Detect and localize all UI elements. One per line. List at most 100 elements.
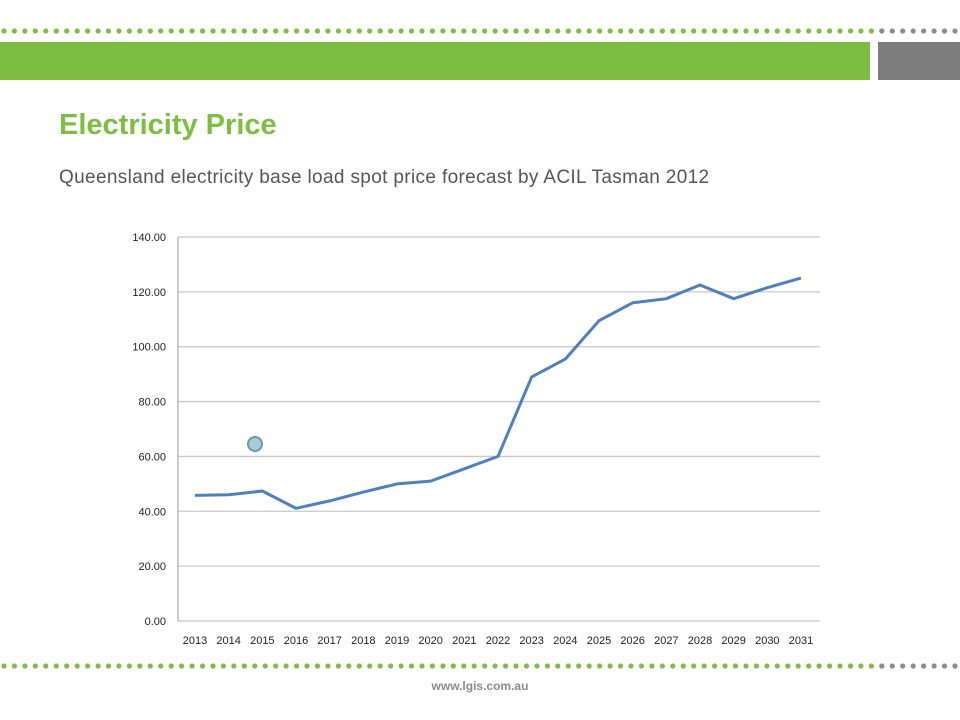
border-dot — [607, 28, 613, 34]
y-tick-label: 140.00 — [132, 232, 166, 244]
border-dot — [544, 28, 551, 34]
x-tick-label: 2025 — [587, 635, 611, 647]
border-dot — [523, 28, 530, 34]
x-tick-label: 2013 — [183, 635, 207, 647]
border-dot — [377, 28, 383, 34]
x-tick-label: 2015 — [250, 635, 274, 647]
border-dot — [419, 28, 425, 34]
border-dot — [294, 28, 300, 34]
border-dot — [482, 663, 488, 669]
x-tick-label: 2023 — [519, 635, 543, 647]
border-dot — [408, 663, 415, 669]
border-dot — [325, 28, 331, 34]
border-dot — [618, 663, 624, 669]
series-layer — [194, 276, 802, 510]
x-tick-label: 2014 — [216, 635, 240, 647]
border-dot — [137, 28, 143, 34]
border-dot — [597, 663, 603, 669]
border-dot — [492, 663, 498, 669]
border-dot — [294, 663, 300, 669]
bottom-dot-border — [1, 663, 958, 669]
border-dot — [503, 28, 509, 34]
border-dot — [576, 663, 582, 669]
border-dot — [105, 28, 112, 34]
border-dot — [116, 663, 122, 669]
border-dot — [273, 28, 279, 34]
border-dot — [252, 28, 258, 34]
y-tick-label: 120.00 — [132, 287, 166, 299]
border-dot — [388, 28, 394, 34]
border-dot — [440, 28, 446, 34]
border-dot — [43, 28, 49, 34]
border-dot — [356, 28, 362, 34]
border-dot — [283, 28, 289, 34]
border-dot — [314, 28, 321, 34]
border-dot — [367, 663, 373, 669]
border-dot — [43, 663, 49, 669]
border-dot — [607, 663, 613, 669]
x-tick-label: 2019 — [385, 635, 409, 647]
border-dot — [32, 663, 38, 669]
border-dot — [743, 28, 749, 34]
border-dot — [931, 28, 937, 34]
border-dot — [837, 28, 843, 34]
border-dot — [879, 663, 885, 669]
border-dot — [712, 28, 718, 34]
border-dot — [492, 28, 498, 34]
border-dot — [816, 28, 822, 34]
border-dot — [356, 663, 362, 669]
x-tick-labels: 2013 2014 2015 2016 2017 2018 2019 2020 2021 2022… — [183, 635, 813, 647]
x-tick-label: 2024 — [553, 635, 577, 647]
border-dot — [900, 28, 906, 34]
x-tick-label: 2017 — [317, 635, 341, 647]
border-dot — [910, 663, 916, 669]
border-dot — [220, 28, 226, 34]
border-dot — [147, 28, 153, 34]
border-dot — [879, 28, 885, 34]
border-dot — [262, 663, 268, 669]
border-dot — [523, 663, 530, 669]
border-dot — [743, 663, 749, 669]
border-dot — [837, 663, 843, 669]
border-dot — [722, 663, 728, 669]
border-dot — [680, 28, 686, 34]
border-dot — [586, 28, 592, 34]
border-dot — [910, 28, 916, 34]
border-dot — [335, 28, 341, 34]
border-dot — [262, 28, 268, 34]
border-dot — [774, 663, 780, 669]
border-dot — [398, 663, 404, 669]
border-dot — [628, 28, 634, 34]
border-dot — [22, 663, 28, 669]
border-dot — [304, 663, 310, 669]
border-dot — [941, 663, 948, 669]
border-dot — [1, 663, 7, 669]
border-dot — [889, 663, 895, 669]
border-dot — [346, 28, 352, 34]
x-tick-label: 2022 — [486, 635, 510, 647]
border-dot — [513, 663, 519, 669]
border-dot — [461, 28, 467, 34]
border-dot — [314, 663, 321, 669]
border-dot — [137, 663, 143, 669]
border-dot — [231, 663, 237, 669]
border-dot — [753, 28, 760, 34]
border-dot — [691, 663, 697, 669]
border-dot — [252, 663, 258, 669]
border-dot — [95, 28, 101, 34]
border-dot — [732, 663, 739, 669]
footer-url: www.lgis.com.au — [431, 679, 529, 693]
border-dot — [64, 28, 70, 34]
border-dot — [471, 663, 477, 669]
border-dot — [367, 28, 373, 34]
border-dot — [199, 663, 206, 669]
border-dot — [231, 28, 237, 34]
header-green-bar — [0, 42, 870, 80]
x-tick-label: 2021 — [452, 635, 476, 647]
border-dot — [283, 663, 289, 669]
border-dot — [712, 663, 718, 669]
slide-title: Electricity Price — [59, 109, 277, 141]
border-dot — [32, 28, 38, 34]
border-dot — [858, 28, 864, 34]
border-dot — [576, 28, 582, 34]
